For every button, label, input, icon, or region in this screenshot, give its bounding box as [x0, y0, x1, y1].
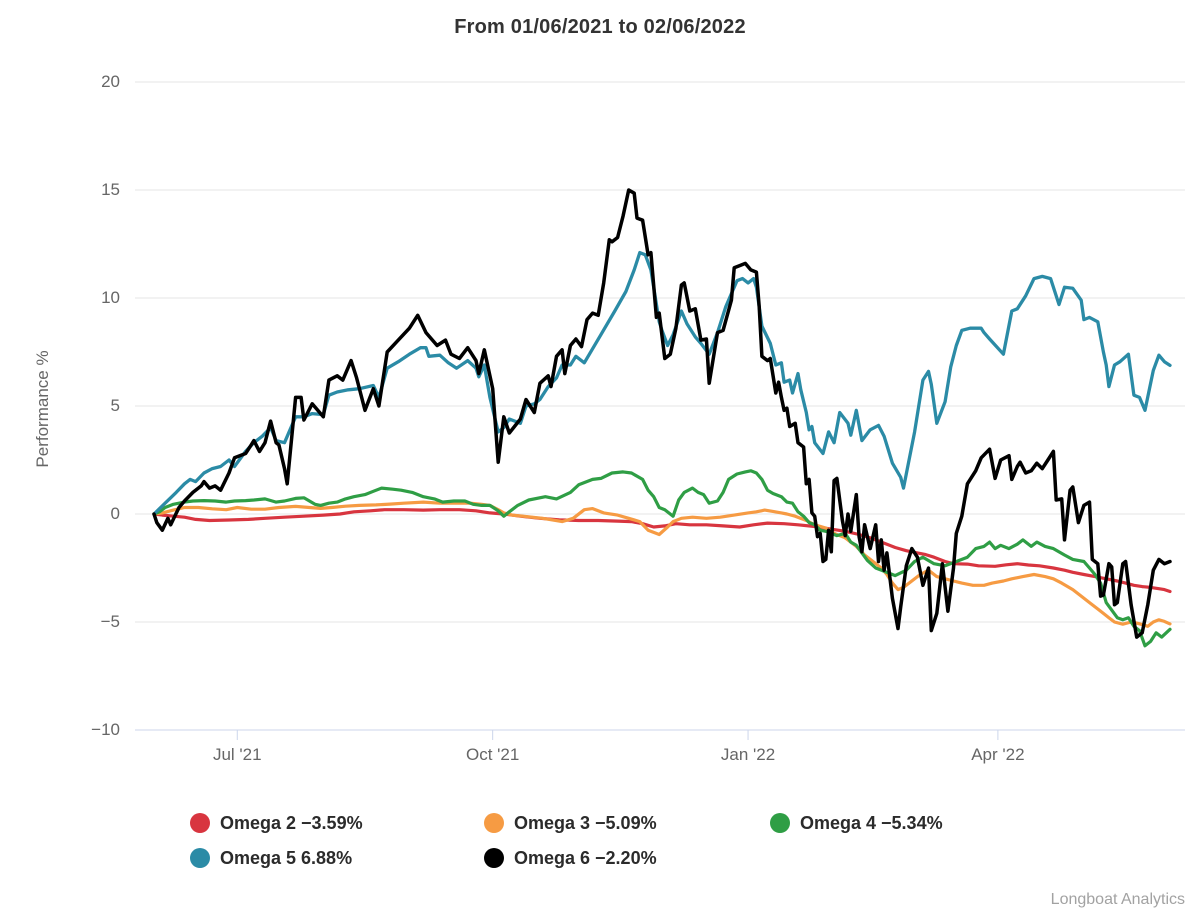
x-tick-label-apr22: Apr '22 — [971, 745, 1025, 764]
x-tick-label-jul21: Jul '21 — [212, 745, 262, 764]
chart-title: From 01/06/2021 to 02/06/2022 — [454, 16, 746, 38]
legend-marker-omega-2-icon — [190, 813, 210, 833]
legend-item-omega-3[interactable]: Omega 3 −5.09% — [484, 811, 657, 835]
y-tick-label-neg10: −10 — [91, 720, 120, 739]
y-tick-label-20: 20 — [101, 72, 120, 91]
legend-marker-omega-5-icon — [190, 848, 210, 868]
legend-marker-omega-6-icon — [484, 848, 504, 868]
legend-item-omega-5[interactable]: Omega 5 6.88% — [190, 846, 352, 870]
series-line-omega-4[interactable] — [152, 469, 1172, 648]
x-tick-label-jan22: Jan '22 — [720, 745, 776, 764]
watermark-credit: Longboat Analytics — [1050, 891, 1185, 908]
legend-marker-omega-4-icon — [770, 813, 790, 833]
legend-label-omega-6: Omega 6 −2.20% — [514, 848, 657, 868]
y-tick-label-5: 5 — [110, 396, 120, 415]
legend-item-omega-6[interactable]: Omega 6 −2.20% — [484, 846, 657, 870]
legend-label-omega-3: Omega 3 −5.09% — [514, 813, 657, 833]
series-line-omega-6[interactable] — [152, 188, 1172, 639]
series-line-omega-2[interactable] — [152, 508, 1172, 594]
series-line-omega-3[interactable] — [152, 500, 1172, 628]
y-tick-label-0: 0 — [110, 504, 120, 523]
legend-item-omega-2[interactable]: Omega 2 −3.59% — [190, 811, 363, 835]
legend-label-omega-4: Omega 4 −5.34% — [800, 813, 943, 833]
x-tick-label-oct21: Oct '21 — [465, 745, 520, 764]
series-line-omega-5[interactable] — [152, 250, 1172, 516]
legend-label-omega-5: Omega 5 6.88% — [220, 848, 353, 868]
y-tick-label-neg5: −5 — [100, 612, 120, 631]
legend-marker-omega-3-icon — [484, 813, 504, 833]
y-tick-label-10: 10 — [101, 288, 120, 307]
legend-label-omega-2: Omega 2 −3.59% — [220, 813, 363, 833]
y-tick-label-15: 15 — [101, 180, 120, 199]
legend-item-omega-4[interactable]: Omega 4 −5.34% — [770, 811, 943, 835]
